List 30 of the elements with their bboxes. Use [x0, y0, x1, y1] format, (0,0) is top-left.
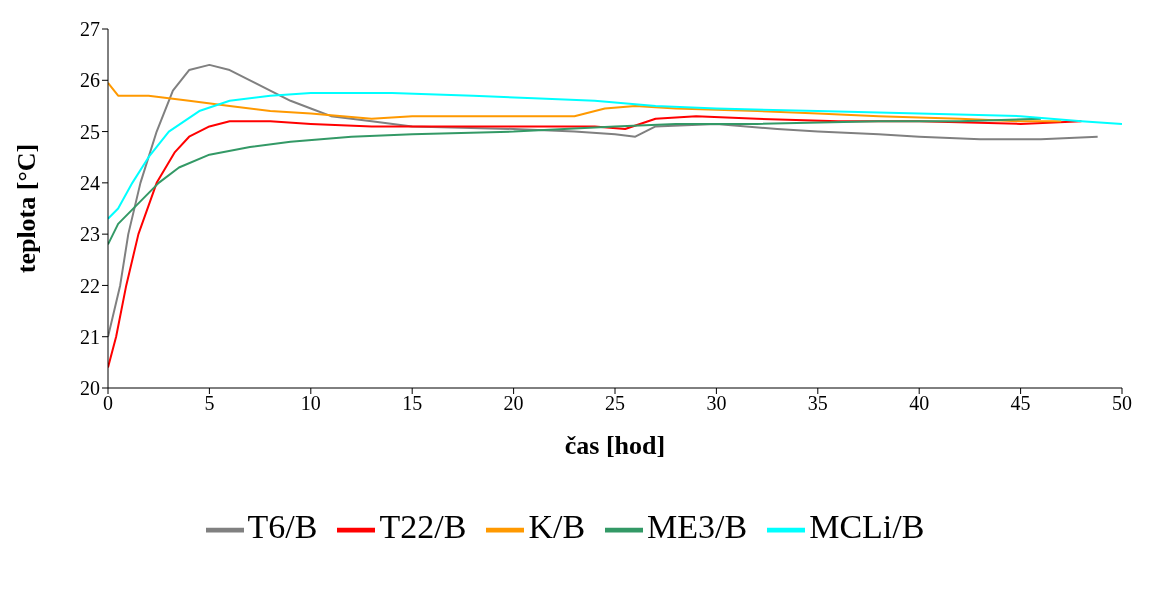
y-tick-label: 24: [80, 171, 100, 194]
x-tick-label: 25: [605, 392, 625, 415]
y-tick-label: 20: [80, 377, 100, 400]
legend-label: T22/B: [379, 508, 467, 545]
y-tick-label: 23: [80, 223, 100, 246]
x-tick-label: 10: [300, 392, 321, 415]
legend-label: ME3/B: [647, 508, 748, 545]
x-tick-label: 30: [706, 392, 727, 415]
y-tick-label: 22: [80, 274, 100, 297]
line-series: [108, 117, 1042, 246]
legend-label: MCLi/B: [809, 508, 925, 545]
x-tick-label: 50: [1112, 392, 1132, 415]
line-series: [108, 63, 1099, 338]
legend-label: T6/B: [247, 508, 318, 545]
x-tick-label: 40: [909, 392, 930, 415]
x-tick-label: 35: [807, 392, 828, 415]
legend-label: K/B: [528, 508, 586, 545]
y-tick-label: 27: [80, 18, 100, 41]
y-axis-title: teplota [°C]: [12, 143, 42, 274]
line-series: [108, 81, 1063, 123]
x-tick-label: 45: [1010, 392, 1031, 415]
x-tick-label: 0: [103, 392, 113, 415]
x-tick-label: 5: [204, 392, 215, 415]
line-series: [108, 92, 1122, 220]
y-tick-label: 21: [80, 325, 100, 348]
y-tick-label: 25: [80, 120, 100, 143]
x-axis-title: čas [hod]: [564, 431, 666, 461]
y-tick-label: 26: [80, 69, 100, 92]
x-tick-label: 15: [402, 392, 423, 415]
x-tick-label: 20: [503, 392, 524, 415]
